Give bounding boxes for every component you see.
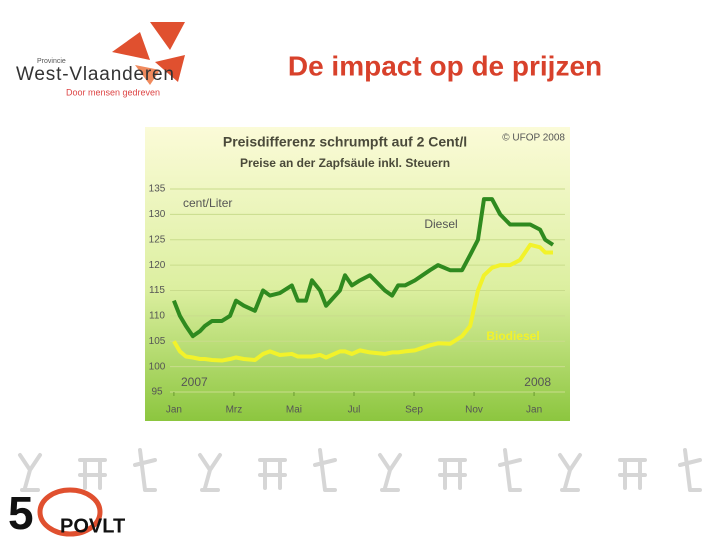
x-tick-label: Mrz <box>226 405 243 416</box>
year-label: 2008 <box>524 375 551 389</box>
logo-shape <box>135 65 160 85</box>
series-label: Biodiesel <box>486 329 539 343</box>
y-tick-label: 130 <box>149 209 166 220</box>
y-tick-label: 95 <box>151 387 163 398</box>
logo-ring <box>37 487 103 537</box>
chart-subtitle: Preise an der Zapfsäule inkl. Steuern <box>240 156 450 170</box>
y-tick-label: 110 <box>149 311 165 322</box>
y-tick-label: 135 <box>149 184 166 195</box>
chart: Preisdifferenz schrumpft auf 2 Cent/l Pr… <box>149 133 566 416</box>
y-unit-label: cent/Liter <box>183 196 232 210</box>
y-tick-label: 100 <box>149 361 166 372</box>
province-logo: Provincie West-Vlaanderen Door mensen ge… <box>16 22 185 97</box>
year-label: 2007 <box>181 375 208 389</box>
chart-title: Preisdifferenz schrumpft auf 2 Cent/l <box>223 134 467 150</box>
logo-shape <box>112 32 150 60</box>
y-tick-label: 115 <box>149 285 165 296</box>
series-line <box>172 242 553 363</box>
x-tick-label: Sep <box>405 405 423 416</box>
series-line <box>172 197 555 339</box>
logo-tagline: Door mensen gedreven <box>66 87 160 97</box>
x-tick-label: Jul <box>348 405 361 416</box>
povlt-logo: 5 POVLT <box>8 487 125 539</box>
logo-small: Provincie <box>37 58 66 65</box>
logo-number: 5 <box>8 487 34 539</box>
x-tick-label: Mai <box>286 405 302 416</box>
y-tick-label: 120 <box>149 260 166 271</box>
x-tick-label: Jan <box>166 405 182 416</box>
logo-shape <box>155 55 185 82</box>
logo-shape <box>150 22 185 50</box>
chart-background <box>145 127 570 421</box>
x-tick-label: Jan <box>526 405 542 416</box>
series-label: Diesel <box>424 217 457 231</box>
logo-text: POVLT <box>60 515 125 537</box>
slide-title: De impact op de prijzen <box>288 50 602 81</box>
dancer-decoration <box>18 448 702 492</box>
y-tick-label: 105 <box>149 336 166 347</box>
chart-source: © UFOP 2008 <box>502 133 565 144</box>
x-tick-label: Nov <box>465 405 483 416</box>
logo-name: West-Vlaanderen <box>16 64 174 85</box>
y-tick-label: 125 <box>149 234 166 245</box>
